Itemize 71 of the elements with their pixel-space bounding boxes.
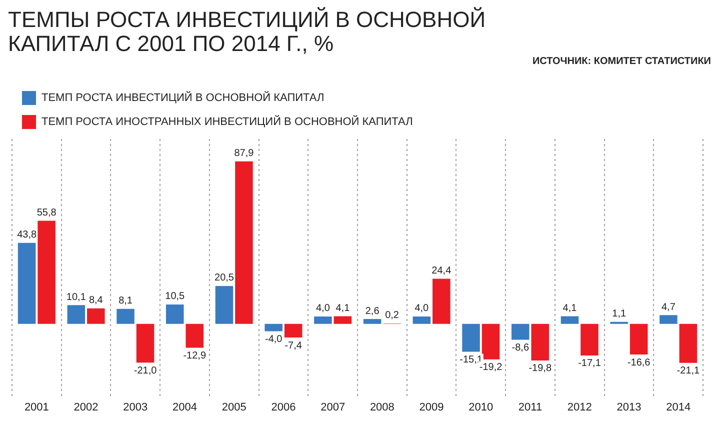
bar <box>432 278 450 324</box>
data-label: 1,1 <box>612 308 626 320</box>
x-tick-label: 2009 <box>419 401 444 414</box>
legend-label: ТЕМП РОСТА ИНВЕСТИЦИЙ В ОСНОВНОЙ КАПИТАЛ <box>42 91 324 104</box>
bar <box>38 220 56 324</box>
chart-title: ТЕМПЫ РОСТА ИНВЕСТИЦИЙ В ОСНОВНОЙ КАПИТАЛ С 2001 ПО 2014 Г., % <box>8 7 487 56</box>
legend-label: ТЕМП РОСТА ИНОСТРАННЫХ ИНВЕСТИЦИЙ В ОСНОВНОЙ КАПИТАЛ <box>42 115 413 128</box>
bar <box>560 316 579 324</box>
bar <box>284 324 302 338</box>
bar <box>363 319 382 324</box>
data-label: -19,2 <box>479 362 503 374</box>
bar <box>580 324 598 356</box>
data-label: 24,4 <box>432 266 452 276</box>
data-label: -21,1 <box>676 366 700 377</box>
data-label: -4,0 <box>264 334 283 345</box>
data-label: -12,9 <box>183 350 206 362</box>
bar <box>186 324 204 348</box>
bar <box>116 308 134 324</box>
text: ИСТОЧНИК: КОМИТЕТ СТАТИСТИКИ <box>531 56 711 67</box>
bar <box>334 316 352 324</box>
data-label: -7,4 <box>284 340 302 352</box>
data-label: 55,8 <box>36 207 57 218</box>
bar <box>660 315 678 324</box>
data-label: -21,0 <box>134 365 158 376</box>
x-tick-label: 2006 <box>271 401 296 414</box>
data-label: -19,8 <box>528 363 552 374</box>
bar <box>462 324 480 352</box>
data-label: 10,5 <box>165 291 186 302</box>
data-label: 4,1 <box>562 303 578 314</box>
bar <box>412 316 431 324</box>
data-label: 8,1 <box>118 296 133 307</box>
data-label: 2,6 <box>365 306 380 317</box>
bar <box>531 324 550 360</box>
x-tick-label: 2008 <box>370 401 394 414</box>
bar <box>679 324 698 363</box>
bar <box>482 324 500 360</box>
x-tick-label: 2004 <box>172 401 197 414</box>
data-label: -16,6 <box>627 357 651 368</box>
bar <box>235 161 253 324</box>
data-label: 20,5 <box>214 272 234 284</box>
x-tick-label: 2010 <box>468 401 494 414</box>
bar <box>18 242 36 324</box>
bar <box>136 324 154 363</box>
x-tick-label: 2011 <box>518 401 542 414</box>
data-label: 8,4 <box>88 295 104 306</box>
bar <box>314 316 332 324</box>
data-label: 4,0 <box>316 303 330 314</box>
x-tick-label: 2002 <box>74 401 98 414</box>
data-label: -17,1 <box>578 358 602 370</box>
bar <box>67 305 86 324</box>
bar <box>630 324 648 355</box>
data-label: 10,1 <box>66 292 86 303</box>
bar <box>166 304 184 324</box>
x-tick-label: 2014 <box>666 401 691 414</box>
bar <box>215 286 234 324</box>
x-tick-label: 2013 <box>616 401 642 414</box>
bar <box>264 324 282 332</box>
data-label: 4,0 <box>414 303 430 314</box>
x-tick-label: 2001 <box>24 401 49 414</box>
data-label: 4,7 <box>661 302 676 313</box>
x-tick-label: 2003 <box>123 401 148 414</box>
data-label: 4,1 <box>336 303 350 314</box>
data-label: -8,6 <box>512 342 530 354</box>
x-tick-label: 2012 <box>567 401 592 414</box>
bar <box>511 324 530 340</box>
bar <box>87 308 105 324</box>
data-label: 0,2 <box>385 310 400 322</box>
data-label: 87,9 <box>234 148 254 160</box>
x-tick-label: 2007 <box>320 401 346 414</box>
data-label: 43,8 <box>17 230 37 241</box>
x-tick-label: 2005 <box>222 401 246 414</box>
